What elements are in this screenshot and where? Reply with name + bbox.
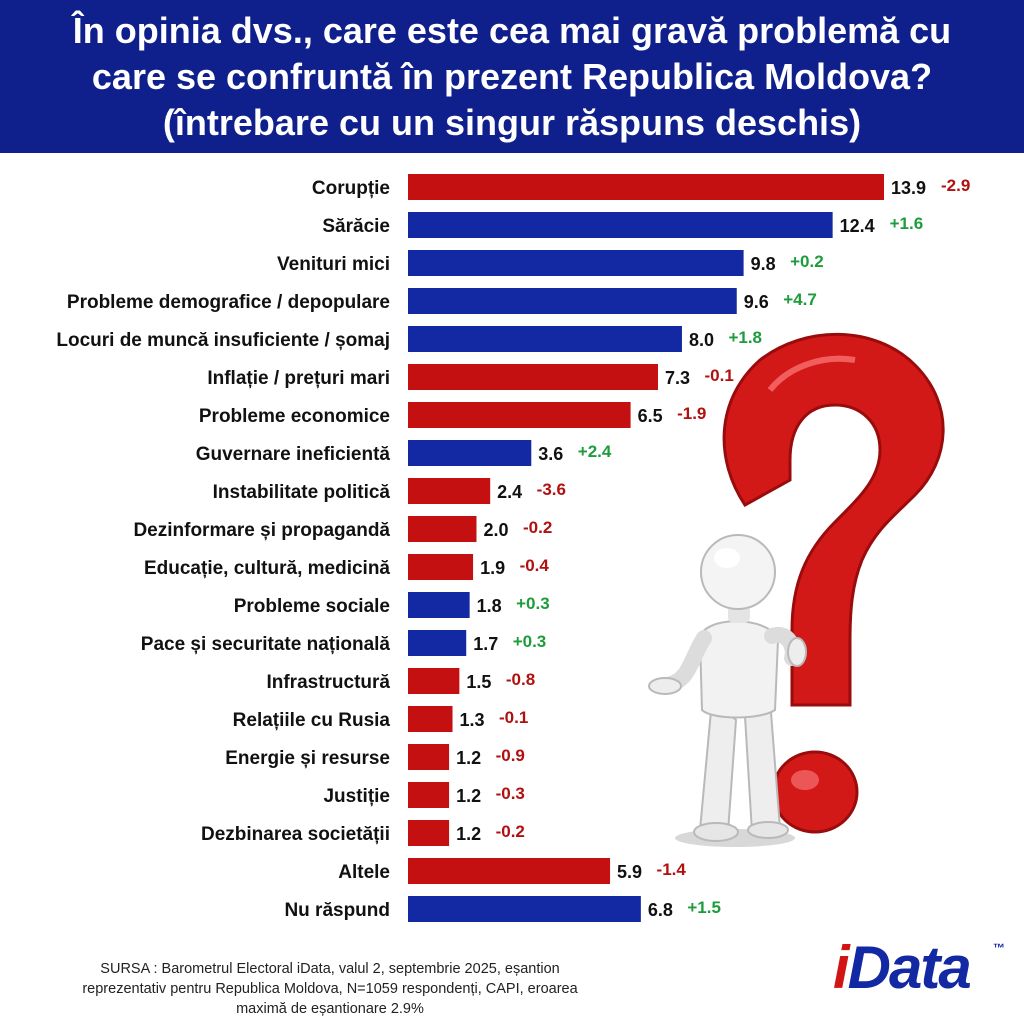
change-label: -1.9: [677, 404, 706, 423]
bar-chart: Corupție 13.9 -2.9 Sărăcie 12.4 +1.6 Venituri …: [56, 174, 970, 922]
change-label: -0.3: [496, 784, 525, 803]
value-label: 1.5: [466, 672, 491, 692]
change-label: -1.4: [657, 860, 687, 879]
source-line-2: reprezentativ pentru Republica Moldova, …: [82, 981, 578, 997]
category-label: Probleme sociale: [234, 596, 390, 617]
value-label: 2.0: [483, 520, 508, 540]
bar-3: [408, 250, 744, 276]
bar-13: [408, 630, 467, 656]
change-label: +1.8: [728, 328, 762, 347]
title-banner: În opinia dvs., care este cea mai gravă …: [0, 0, 1024, 153]
category-label: Corupție: [312, 178, 390, 199]
bar-18: [408, 820, 450, 846]
category-label: Justiție: [323, 786, 390, 807]
category-label: Nu răspund: [284, 900, 390, 921]
change-label: +0.3: [513, 632, 547, 651]
category-label: Dezbinarea societății: [201, 824, 390, 845]
category-label: Probleme demografice / depopulare: [67, 292, 390, 313]
title-line-3: (întrebare cu un singur răspuns deschis): [162, 102, 862, 143]
value-label: 1.8: [477, 596, 502, 616]
bar-8: [408, 440, 532, 466]
value-label: 1.2: [456, 748, 481, 768]
change-label: +1.6: [890, 214, 924, 233]
category-label: Energie și resurse: [225, 748, 390, 769]
category-label: Educație, cultură, medicină: [144, 558, 390, 579]
logo-trademark: ™: [993, 941, 1005, 955]
bar-17: [408, 782, 450, 808]
logo-text: iData: [833, 934, 970, 1000]
category-label: Instabilitate politică: [213, 482, 391, 503]
change-label: -0.1: [704, 366, 733, 385]
bar-4: [408, 288, 737, 314]
title-line-2: care se confruntă în prezent Republica M…: [91, 56, 933, 97]
bar-12: [408, 592, 470, 618]
change-label: -2.9: [941, 176, 970, 195]
category-label: Altele: [338, 862, 390, 883]
bar-10: [408, 516, 477, 542]
change-label: -0.2: [523, 518, 552, 537]
value-label: 2.4: [497, 482, 522, 502]
bar-11: [408, 554, 474, 580]
value-label: 5.9: [617, 862, 642, 882]
value-label: 6.8: [648, 900, 673, 920]
bar-6: [408, 364, 658, 390]
change-label: -0.4: [520, 556, 550, 575]
value-label: 7.3: [665, 368, 690, 388]
change-label: +1.5: [687, 898, 721, 917]
idata-logo: iData ™: [833, 934, 1005, 1000]
value-label: 13.9: [891, 178, 926, 198]
change-label: +2.4: [578, 442, 612, 461]
category-label: Dezinformare și propagandă: [133, 520, 390, 541]
value-label: 1.3: [460, 710, 485, 730]
bar-1: [408, 174, 884, 200]
change-label: -0.2: [496, 822, 525, 841]
source-line-1: SURSA : Barometrul Electoral iData, valu…: [100, 961, 560, 977]
bar-2: [408, 212, 833, 238]
value-label: 8.0: [689, 330, 714, 350]
change-label: +0.3: [516, 594, 550, 613]
bar-20: [408, 896, 641, 922]
value-label: 1.2: [456, 786, 481, 806]
change-label: -0.8: [506, 670, 535, 689]
value-label: 9.8: [751, 254, 776, 274]
category-label: Locuri de muncă insuficiente / șomaj: [56, 330, 390, 351]
bar-14: [408, 668, 460, 694]
value-label: 12.4: [840, 216, 875, 236]
category-label: Guvernare ineficientă: [196, 444, 391, 465]
bar-15: [408, 706, 453, 732]
value-label: 1.2: [456, 824, 481, 844]
change-label: -3.6: [537, 480, 566, 499]
change-label: +0.2: [790, 252, 824, 271]
source-note: SURSA : Barometrul Electoral iData, valu…: [30, 959, 630, 1019]
bar-19: [408, 858, 611, 884]
bar-7: [408, 402, 631, 428]
bars-group: Corupție 13.9 -2.9 Sărăcie 12.4 +1.6 Venituri …: [56, 174, 970, 922]
change-label: -0.1: [499, 708, 528, 727]
category-label: Sărăcie: [322, 216, 390, 237]
source-line-3: maximă de eșantionare 2.9%: [236, 1001, 424, 1017]
bar-9: [408, 478, 491, 504]
change-label: -0.9: [496, 746, 525, 765]
category-label: Probleme economice: [199, 406, 390, 427]
bar-5: [408, 326, 682, 352]
category-label: Infrastructură: [266, 672, 390, 693]
value-label: 9.6: [744, 292, 769, 312]
value-label: 6.5: [638, 406, 663, 426]
category-label: Venituri mici: [277, 254, 390, 275]
category-label: Inflație / prețuri mari: [207, 368, 390, 389]
value-label: 3.6: [538, 444, 563, 464]
value-label: 1.9: [480, 558, 505, 578]
category-label: Relațiile cu Rusia: [233, 710, 391, 731]
bar-16: [408, 744, 450, 770]
person-question-mark-icon: [648, 332, 945, 847]
title-line-1: În opinia dvs., care este cea mai gravă …: [72, 10, 952, 51]
category-label: Pace și securitate națională: [141, 634, 391, 655]
value-label: 1.7: [473, 634, 498, 654]
change-label: +4.7: [783, 290, 817, 309]
